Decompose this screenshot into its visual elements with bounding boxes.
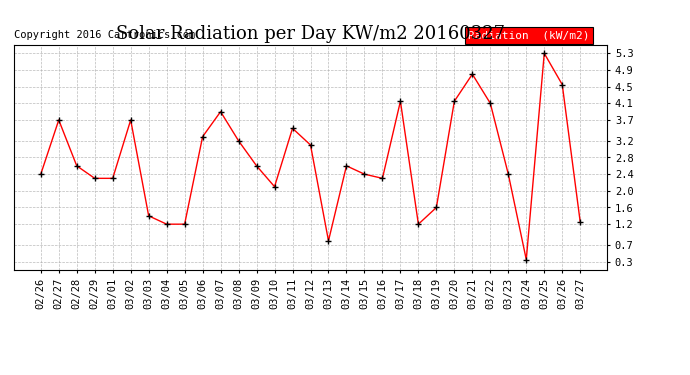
Text: Radiation  (kW/m2): Radiation (kW/m2) — [468, 30, 589, 40]
Title: Solar Radiation per Day KW/m2 20160327: Solar Radiation per Day KW/m2 20160327 — [116, 26, 505, 44]
Text: Copyright 2016 Cartronics.com: Copyright 2016 Cartronics.com — [14, 30, 195, 40]
